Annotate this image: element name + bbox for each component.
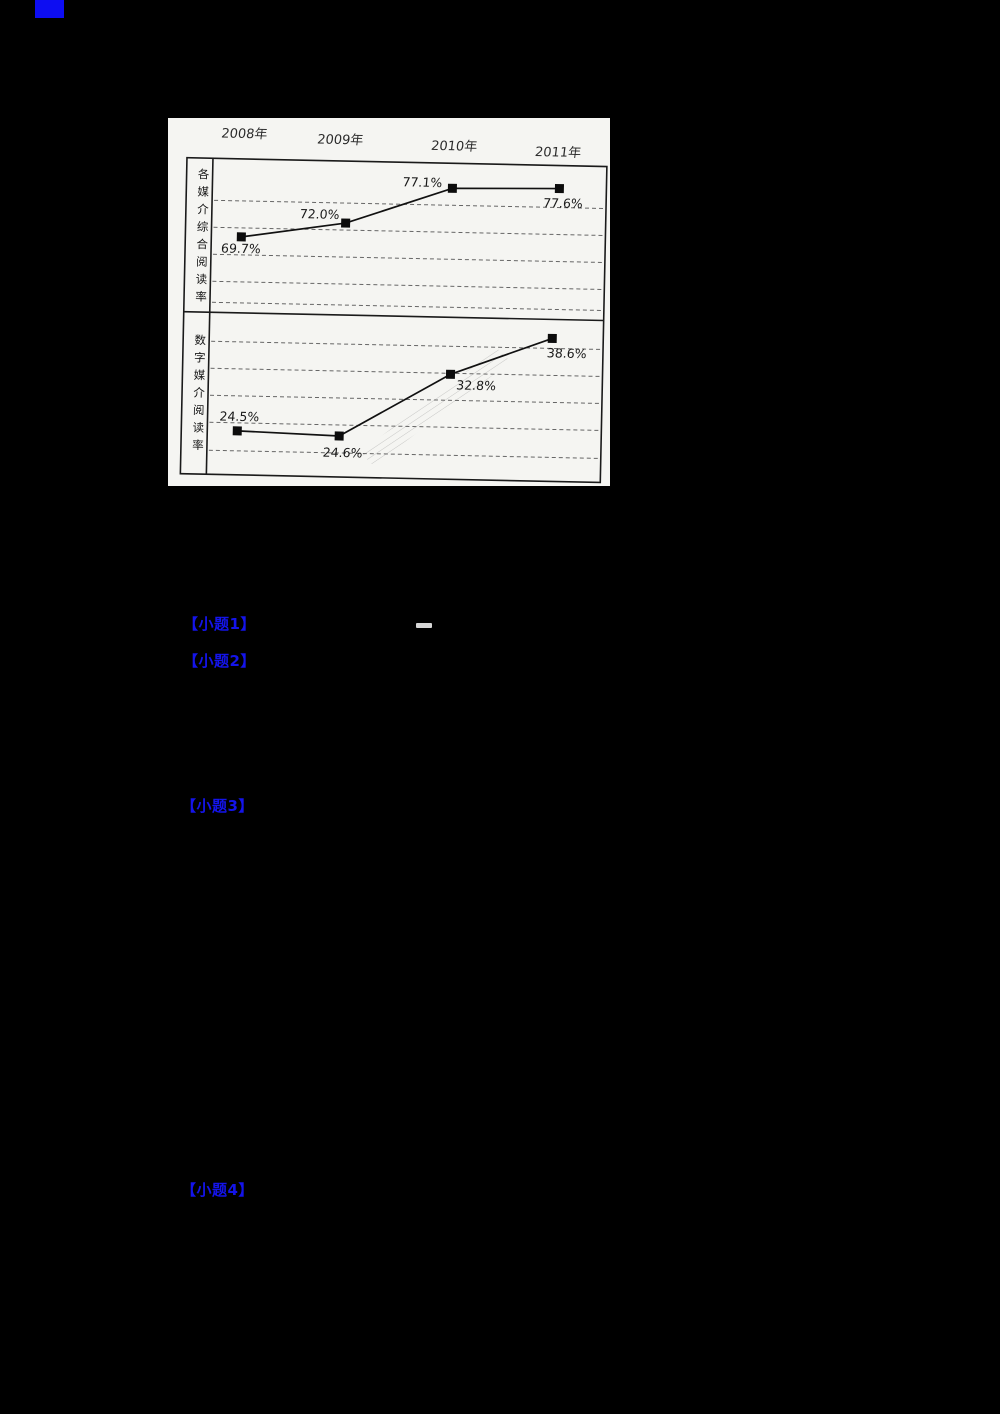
axis-label-digital-media: 数字媒介阅读率	[190, 333, 208, 457]
year-label-2008: 2008年	[220, 126, 269, 143]
dash-artifact	[416, 623, 432, 628]
series-composite-line	[236, 183, 565, 242]
value-label: 24.6%	[322, 444, 364, 461]
value-label: 32.8%	[455, 377, 497, 394]
data-point	[554, 183, 565, 194]
series-digital-line	[232, 333, 557, 441]
data-point	[341, 218, 351, 228]
answer-marker-3: 【小题3】	[181, 797, 254, 815]
value-label: 38.6%	[546, 345, 588, 362]
value-label: 72.0%	[299, 206, 341, 222]
data-point	[334, 431, 344, 441]
year-label-2010: 2010年	[430, 138, 479, 155]
chart-inner: 2008年 2009年 2010年 2011年 各媒介综合阅读率 数字媒介阅读率…	[164, 113, 614, 490]
year-label-2009: 2009年	[316, 132, 365, 149]
chart-frame	[179, 156, 608, 484]
data-point	[447, 183, 457, 193]
answer-marker-1: 【小题1】	[183, 615, 256, 633]
data-point	[232, 426, 242, 436]
gridlines-top-panel	[211, 199, 605, 311]
data-point	[445, 369, 456, 379]
data-point	[236, 232, 246, 242]
axis-label-composite-media: 各媒介综合阅读率	[193, 167, 211, 309]
reading-rate-chart: 2008年 2009年 2010年 2011年 各媒介综合阅读率 数字媒介阅读率…	[168, 118, 610, 486]
data-point	[547, 333, 557, 344]
chart-canvas	[179, 156, 608, 484]
value-label: 77.6%	[542, 195, 584, 212]
scan-artifact-corner-mark	[35, 0, 64, 18]
value-label: 69.7%	[220, 240, 262, 257]
scan-streak-artifact	[359, 348, 511, 466]
gridlines-bottom-panel	[208, 340, 602, 459]
value-label: 77.1%	[401, 174, 443, 191]
value-label: 24.5%	[218, 408, 260, 425]
year-label-2011: 2011年	[534, 145, 582, 161]
answer-marker-2: 【小题2】	[183, 652, 256, 670]
answer-marker-4: 【小题4】	[181, 1181, 254, 1199]
